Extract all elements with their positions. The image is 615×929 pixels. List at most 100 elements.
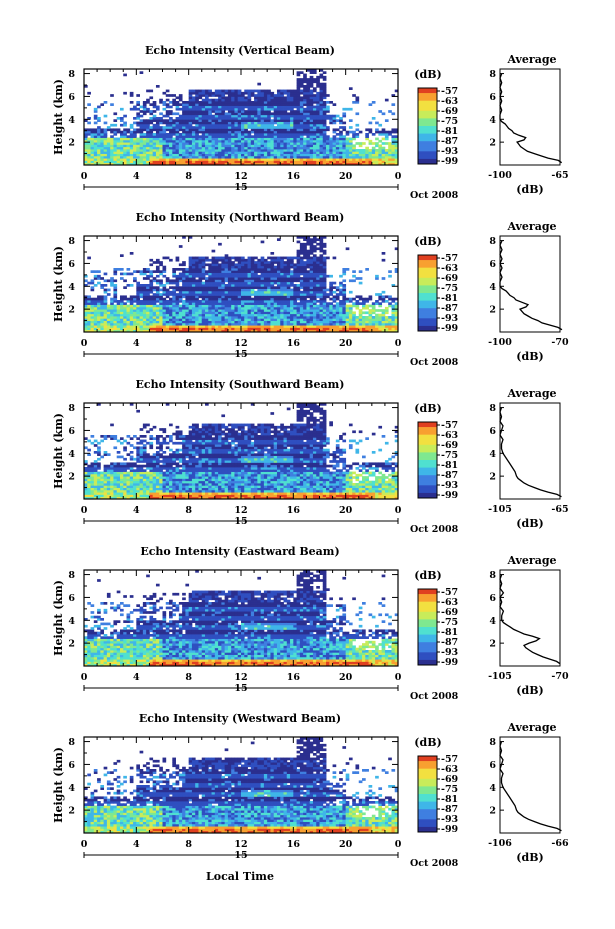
heatmap-cell [100, 149, 105, 152]
heatmap-cell [110, 306, 114, 310]
heatmap-cell [234, 121, 239, 125]
heatmap-cell [169, 325, 173, 328]
heatmap-cell [97, 304, 101, 308]
heatmap-cell [257, 322, 262, 326]
heatmap-cell [123, 91, 127, 95]
heatmap-cell [191, 293, 196, 296]
heatmap-cell [316, 151, 320, 154]
heatmap-cell [162, 139, 167, 143]
heatmap-cell [352, 304, 356, 308]
heatmap-cell [319, 288, 324, 292]
heatmap-cell [178, 96, 183, 100]
heatmap-cell [316, 290, 320, 294]
heatmap-cell [224, 279, 229, 283]
heatmap-cell [309, 327, 314, 331]
heatmap-cell [116, 139, 121, 143]
heatmap-cell [312, 258, 317, 262]
heatmap-cell [231, 135, 235, 138]
heatmap-cell [244, 284, 248, 287]
heatmap-cell [224, 155, 229, 159]
x-tick-label: -100 [488, 170, 512, 181]
heatmap-cell [84, 158, 88, 161]
heatmap-cell [195, 300, 199, 303]
heatmap-cell [211, 101, 216, 104]
heatmap-cell [185, 322, 190, 326]
heatmap-cell [214, 98, 219, 102]
heatmap-cell [146, 286, 150, 289]
heatmap-cell [270, 160, 275, 164]
heatmap-cell [126, 139, 131, 143]
heatmap-cell [201, 112, 206, 116]
heatmap-cell [188, 133, 193, 136]
heatmap-cell [270, 272, 275, 276]
heatmap-cell [205, 107, 209, 111]
heatmap-cell [237, 313, 242, 317]
heatmap-cell [185, 130, 190, 134]
heatmap-cell [237, 261, 242, 264]
heatmap-cell [119, 320, 124, 324]
heatmap-cell [263, 265, 268, 269]
heatmap-cell [299, 258, 304, 262]
heatmap-cell [303, 311, 307, 315]
heatmap-cell [391, 94, 396, 97]
heatmap-cell [182, 137, 186, 141]
heatmap-cell [214, 160, 219, 164]
heatmap-cell [133, 279, 137, 283]
heatmap-cell [198, 149, 203, 152]
heatmap-cell [218, 268, 222, 271]
heatmap-cell [241, 160, 245, 164]
heatmap-cell [276, 133, 281, 136]
heatmap-cell [309, 242, 314, 246]
heatmap-cell [162, 304, 167, 308]
heatmap-cell [116, 309, 121, 312]
heatmap-cell [139, 290, 144, 294]
heatmap-cell [332, 142, 337, 145]
heatmap-cell [113, 139, 118, 143]
heatmap-cell [195, 128, 199, 132]
heatmap-cell [234, 295, 239, 299]
heatmap-cell [208, 101, 212, 104]
heatmap-cell [263, 158, 268, 161]
heatmap-cell [316, 107, 320, 111]
heatmap-cell [286, 325, 291, 328]
heatmap-cell [319, 238, 324, 241]
heatmap-cell [146, 277, 150, 280]
heatmap-cell [299, 135, 304, 138]
heatmap-cell [84, 142, 88, 145]
heatmap-cell [267, 112, 271, 116]
heatmap-cell [267, 137, 271, 141]
heatmap-cell [126, 304, 131, 308]
heatmap-cell [191, 327, 196, 331]
heatmap-cell [355, 295, 360, 299]
heatmap-cell [152, 117, 157, 120]
heatmap-cell [231, 98, 235, 102]
heatmap-cell [100, 155, 105, 159]
heatmap-cell [211, 270, 216, 273]
heatmap-cell [312, 142, 317, 145]
heatmap-cell [326, 288, 330, 292]
heatmap-cell [352, 325, 356, 328]
heatmap-cell [195, 144, 199, 148]
heatmap-cell [182, 295, 186, 299]
heatmap-cell [299, 151, 304, 154]
heatmap-cell [293, 123, 297, 127]
heatmap-cell [299, 139, 304, 143]
heatmap-cell [97, 137, 101, 141]
heatmap-cell [326, 146, 330, 150]
heatmap-cell [214, 155, 219, 159]
heatmap-cell [126, 137, 131, 141]
heatmap-cell [106, 320, 111, 324]
heatmap-cell [169, 286, 173, 289]
heatmap-cell [348, 313, 353, 317]
heatmap-cell [270, 114, 275, 118]
heatmap-cell [286, 320, 291, 324]
heatmap-cell [247, 268, 252, 271]
heatmap-cell [116, 322, 121, 326]
heatmap-cell [182, 114, 186, 118]
heatmap-cell [319, 155, 324, 159]
heatmap-cell [211, 135, 216, 138]
heatmap-cell [299, 279, 304, 283]
heatmap-cell [375, 155, 379, 159]
heatmap-cell [371, 311, 376, 315]
heatmap-cell [290, 133, 294, 136]
